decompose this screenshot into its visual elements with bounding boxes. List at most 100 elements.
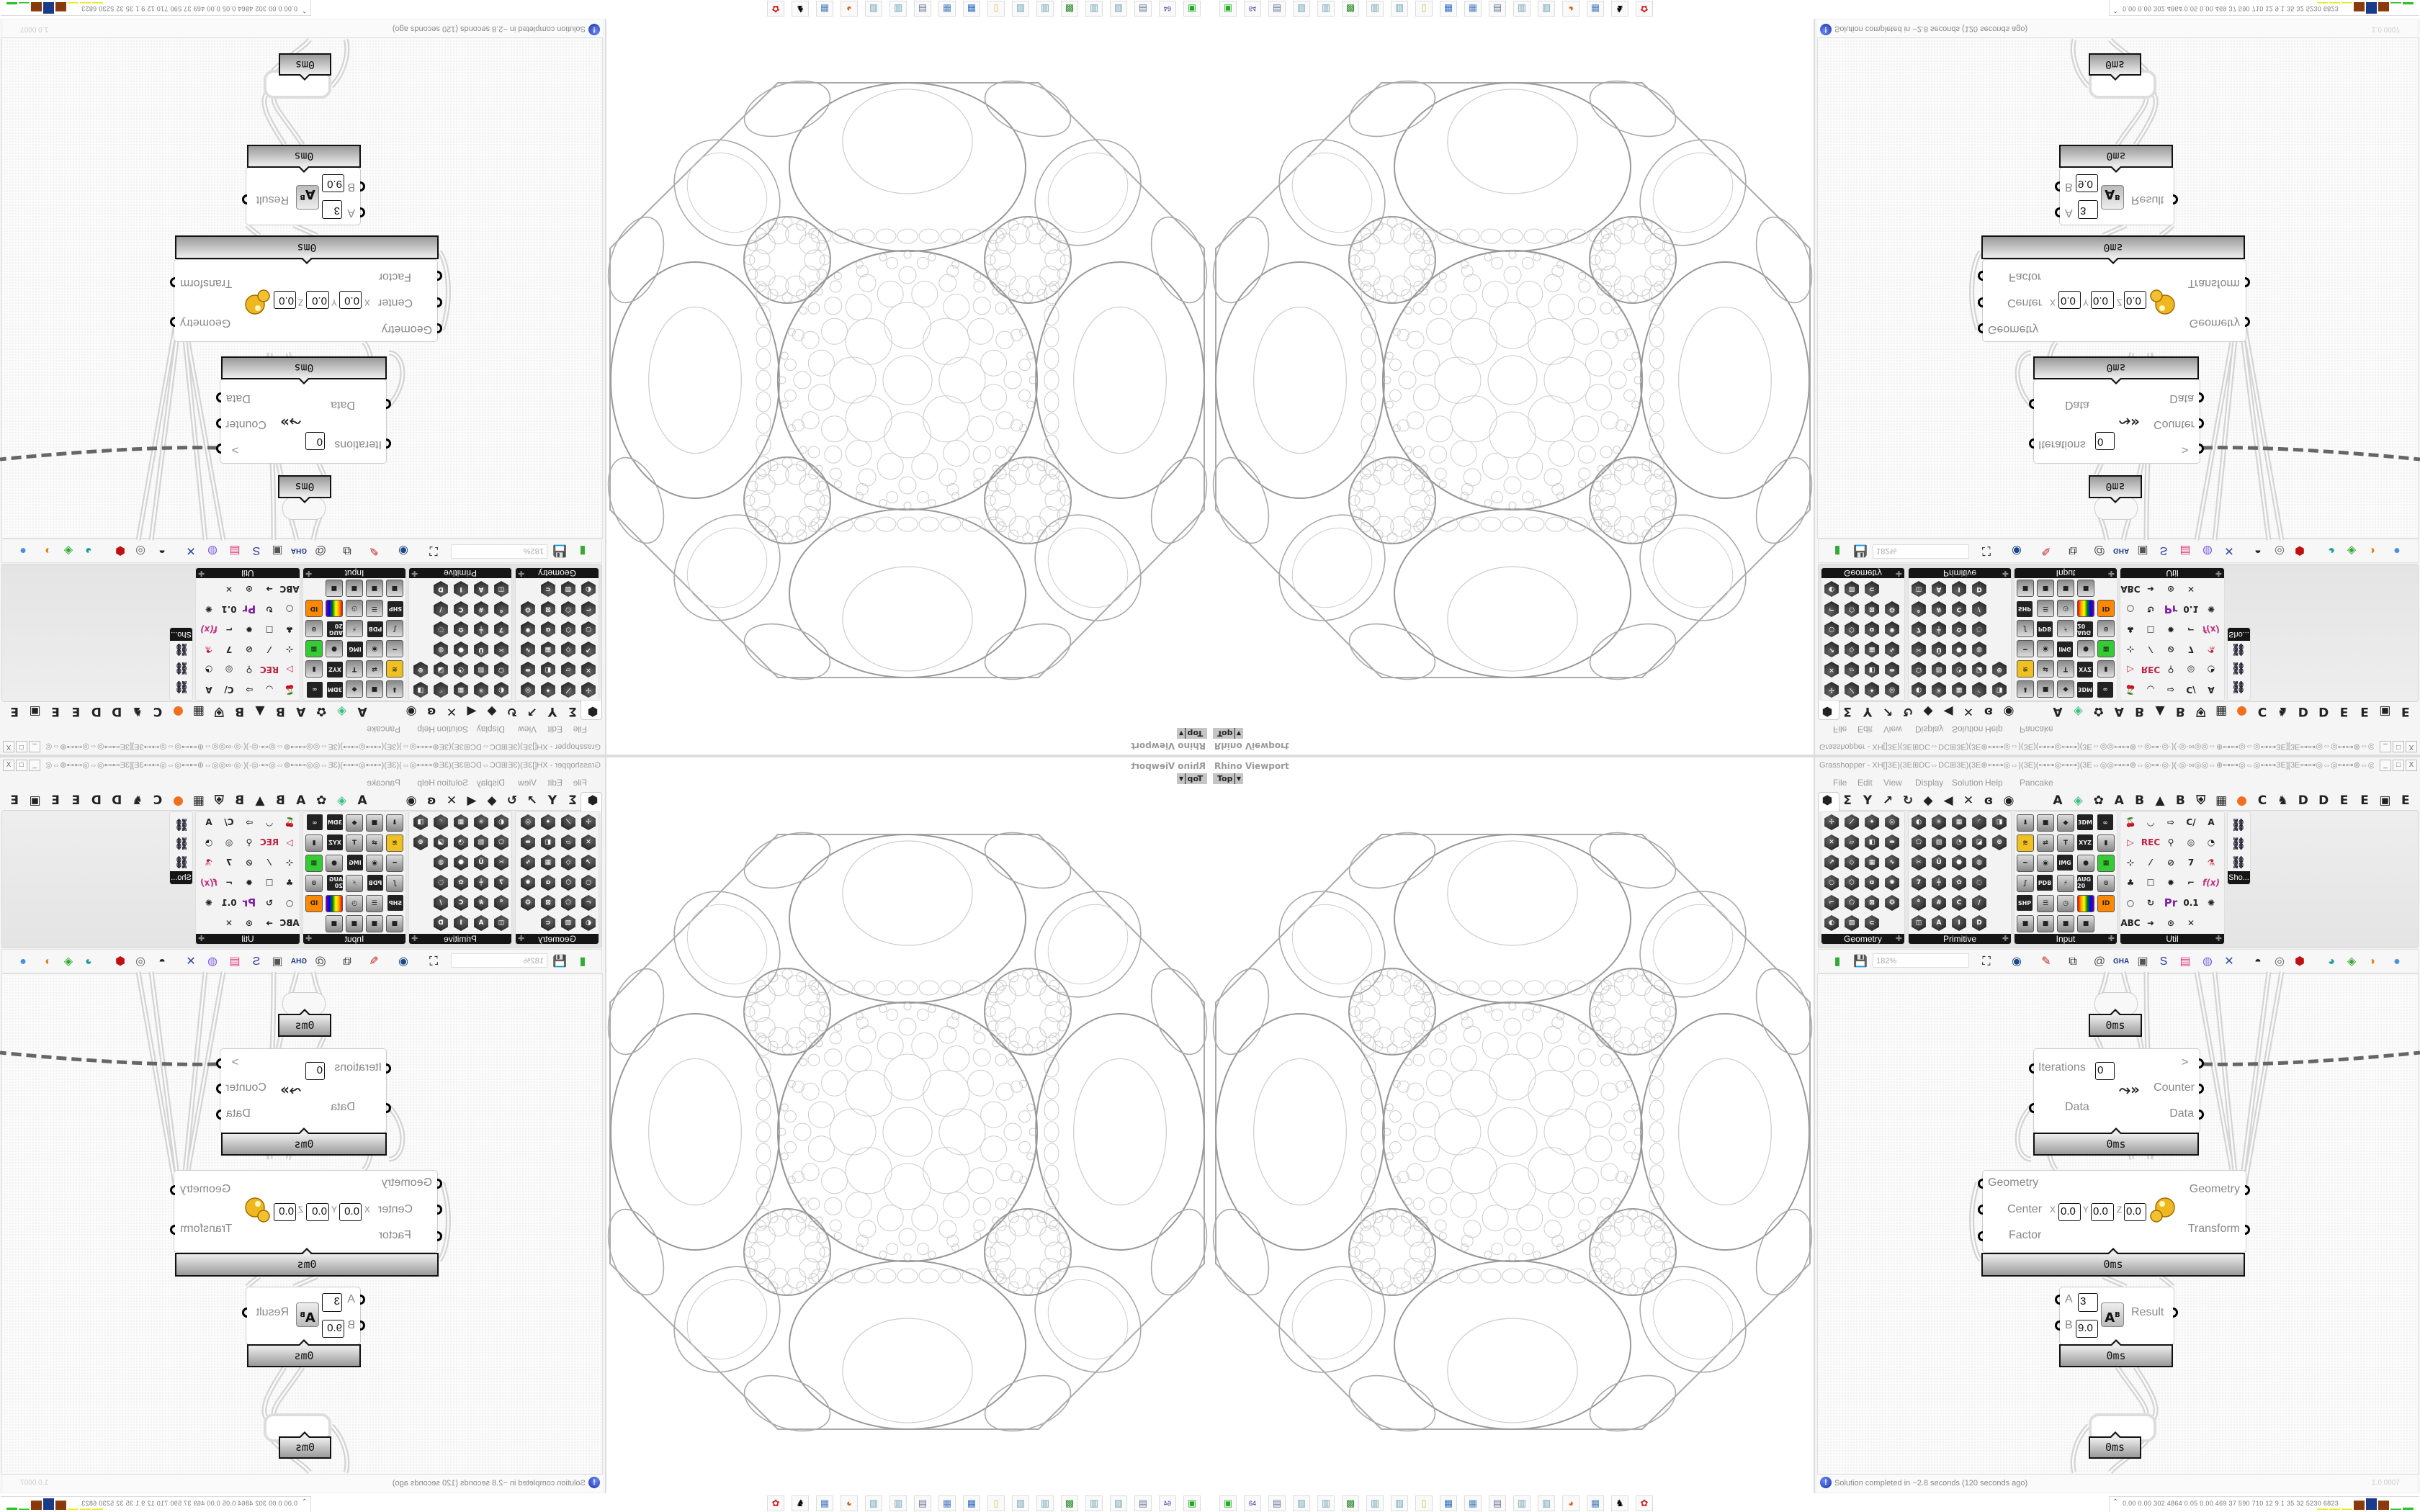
taskbar-notepad-icon[interactable]: ▥	[1317, 1, 1335, 17]
center-y-input[interactable]: 0.0	[2091, 1203, 2114, 1221]
panel-label-show[interactable]: Sho...	[2228, 871, 2250, 884]
port-b[interactable]	[2055, 1320, 2060, 1331]
taskbar-red-app-icon[interactable]: ✿	[1636, 1, 1653, 17]
taskbar-scroll-icon[interactable]: ▤	[1134, 1, 1152, 17]
loop-component[interactable]: Iterations 0 > ⤳» Counter Data Data	[2033, 1048, 2200, 1133]
tab-13[interactable]: A	[2114, 793, 2124, 808]
shaded-icon[interactable]: ⬢	[2295, 955, 2305, 968]
taskbar-calculator-icon[interactable]: ▦	[816, 1, 833, 17]
palette-component-icon[interactable]: ⬣	[1952, 855, 1966, 870]
palette-component-icon[interactable]: ⌐	[2187, 878, 2195, 888]
taskbar-calculator-icon[interactable]: ▦	[938, 1495, 956, 1511]
palette-component-icon[interactable]	[2077, 895, 2094, 912]
palette-component-icon[interactable]: ⚗	[2207, 858, 2215, 868]
taskbar-drive-icon[interactable]: ▣	[1219, 1, 1237, 17]
port-geometry-out[interactable]	[2245, 1185, 2250, 1195]
palette-component-icon[interactable]: T	[2057, 834, 2074, 852]
taskbar-monitor-icon[interactable]: ▩	[1342, 1495, 1359, 1511]
taskbar-control-panel-icon[interactable]: ▦	[1440, 1, 1457, 17]
tab-1[interactable]: Σ	[1843, 793, 1852, 808]
taskbar-notepad-icon[interactable]: ▥	[1538, 1495, 1555, 1511]
palette-component-icon[interactable]: ≋	[2017, 834, 2034, 852]
wires-icon[interactable]: ✕	[2224, 955, 2234, 968]
window-icon[interactable]: ▣	[2137, 955, 2148, 968]
taskbar-notepad-icon[interactable]: ▥	[1391, 1, 1408, 17]
package-icon[interactable]: ▤	[2179, 955, 2191, 968]
tab-19[interactable]: ●	[2236, 793, 2248, 808]
port-counter[interactable]	[216, 1084, 221, 1094]
port-factor[interactable]	[1978, 1231, 1983, 1241]
taskbar-notepad-icon[interactable]: ▥	[1293, 1, 1310, 17]
palette-component-icon[interactable]: ▦	[1865, 855, 1879, 870]
taskbar-monitor-icon[interactable]: ▩	[1061, 1, 1078, 17]
palette-component-icon[interactable]: ID	[2097, 895, 2115, 912]
tab-15[interactable]: ▲	[2155, 793, 2165, 808]
menu-view[interactable]: View	[1883, 778, 1902, 788]
taskbar-calculator-icon[interactable]: ▦	[1464, 1495, 1482, 1511]
taskbar-notepad-icon[interactable]: ▥	[1036, 1495, 1054, 1511]
tab-17[interactable]: ⛨	[2196, 793, 2206, 808]
palette-component-icon[interactable]: ⛓	[2231, 855, 2246, 869]
iterations-input[interactable]: 0	[305, 432, 325, 450]
taskbar-inkscape-icon[interactable]: ♞	[1611, 1, 1628, 17]
tab-4[interactable]: ↻	[1902, 793, 1914, 808]
palette-component-icon[interactable]: ∞	[2097, 814, 2113, 830]
palette-component-icon[interactable]: ☰	[2037, 895, 2054, 912]
taskbar-monitor-icon[interactable]: ▩	[1342, 1, 1359, 17]
port-b[interactable]	[2055, 181, 2060, 192]
b-input[interactable]: 9.0	[322, 1320, 344, 1338]
taskbar-scroll-icon[interactable]: ▤	[1268, 1495, 1286, 1511]
port-transform[interactable]	[170, 277, 175, 287]
palette-component-icon[interactable]: ✕	[2187, 918, 2195, 928]
taskbar-red-app-icon[interactable]: ✿	[767, 1, 784, 17]
palette-component-icon[interactable]: 0.1	[2183, 898, 2199, 908]
palette-component-icon[interactable]: ✹	[2166, 878, 2175, 888]
taskbar-monitor-icon[interactable]: ▩	[1061, 1495, 1078, 1511]
palette-component-icon[interactable]: ⊠	[1865, 895, 1879, 911]
palette-component-icon[interactable]: f(x)	[2202, 878, 2220, 888]
menu-edit[interactable]: Edit	[1857, 778, 1873, 788]
palette-component-icon[interactable]: ◧	[1865, 834, 1879, 850]
port-geometry-in[interactable]	[1978, 1179, 1983, 1189]
taskbar-red-app-icon[interactable]: ✿	[767, 1495, 784, 1511]
palette-component-icon[interactable]: 3DM	[2077, 814, 2093, 830]
palette-component-icon[interactable]: ◜	[1972, 814, 1986, 830]
tab-5[interactable]: ◆	[1923, 793, 1933, 808]
palette-component-icon[interactable]: ♣	[2126, 878, 2135, 888]
taskbar-scroll-icon[interactable]: ▤	[914, 1, 931, 17]
port-iterations[interactable]	[2029, 438, 2034, 449]
taskbar-drive-icon[interactable]: ▣	[1183, 1495, 1201, 1511]
taskbar-notepad-icon[interactable]: ▥	[1036, 1, 1054, 17]
palette-component-icon[interactable]: ⛓	[2231, 817, 2246, 832]
palette-component-icon[interactable]: D	[1972, 915, 1986, 931]
tab-3[interactable]: ↗	[1882, 793, 1894, 808]
taskbar-floppy-64-icon[interactable]: 64	[1159, 1495, 1176, 1511]
palette-component-icon[interactable]: ▧	[1845, 915, 1859, 931]
panel-label-geometry[interactable]: Geometry ✚	[1821, 934, 1904, 944]
palette-component-icon[interactable]: ◌	[1972, 875, 1986, 891]
palette-component-icon[interactable]: ⊂	[1865, 915, 1879, 931]
palette-component-icon[interactable]: 7	[2187, 858, 2195, 868]
port-geometry-out[interactable]	[170, 1185, 175, 1195]
palette-component-icon[interactable]: ✺	[1885, 875, 1899, 891]
palette-component-icon[interactable]: ◪	[1972, 834, 1986, 850]
palette-component-icon[interactable]: I	[1952, 915, 1966, 931]
port-data-out[interactable]	[216, 1110, 221, 1120]
port-geometry-out[interactable]	[170, 317, 175, 327]
tab-14[interactable]: B	[2135, 793, 2145, 808]
center-z-input[interactable]: 0.0	[274, 291, 296, 309]
palette-component-icon[interactable]: C	[1952, 895, 1966, 911]
palette-component-icon[interactable]: ◆	[2057, 814, 2074, 832]
palette-component-icon[interactable]: ▦	[1952, 814, 1966, 830]
taskbar-notepad-icon[interactable]: ▥	[1366, 1495, 1384, 1511]
gha-icon[interactable]: GHA	[2113, 958, 2130, 966]
menu-solution[interactable]: Solution	[1952, 778, 1984, 788]
tab-10[interactable]: A	[2053, 793, 2063, 808]
palette-component-icon[interactable]: ✦	[1865, 814, 1879, 830]
palette-component-icon[interactable]: ◐	[1824, 915, 1839, 931]
view-dropdown[interactable]: Top ▼	[1213, 773, 1243, 784]
panel-label-util[interactable]: Util ✚	[2120, 934, 2224, 944]
rhino-viewport[interactable]: Rhino Viewport Top ▼	[605, 19, 1210, 756]
tab-27[interactable]: E	[2401, 793, 2410, 808]
taskbar-calculator-icon[interactable]: ▦	[938, 1, 956, 17]
